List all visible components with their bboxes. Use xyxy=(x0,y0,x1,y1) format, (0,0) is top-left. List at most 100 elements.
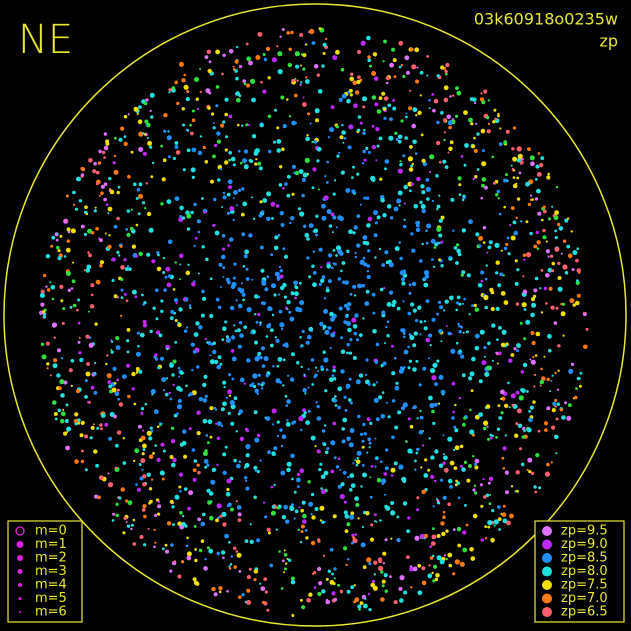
star xyxy=(126,328,131,332)
star xyxy=(498,326,502,330)
star xyxy=(131,289,137,295)
star xyxy=(161,477,165,481)
star xyxy=(241,282,243,285)
star xyxy=(530,359,536,365)
star xyxy=(109,188,112,191)
star xyxy=(167,130,170,133)
star xyxy=(469,429,475,435)
star xyxy=(469,547,474,552)
star xyxy=(396,538,401,543)
star xyxy=(512,176,516,179)
star xyxy=(194,548,198,551)
star xyxy=(379,287,384,292)
star xyxy=(241,187,245,191)
star xyxy=(123,258,127,262)
star xyxy=(553,215,559,221)
star xyxy=(162,271,166,274)
star xyxy=(461,198,465,202)
star xyxy=(374,221,378,225)
star xyxy=(217,305,222,309)
star xyxy=(554,398,558,402)
star xyxy=(93,371,97,375)
star xyxy=(448,125,452,130)
star xyxy=(521,435,526,439)
star xyxy=(142,482,147,487)
star xyxy=(392,58,397,63)
star xyxy=(200,539,205,543)
star xyxy=(354,313,359,318)
star xyxy=(466,273,471,278)
star xyxy=(503,246,508,251)
star xyxy=(96,426,100,430)
star xyxy=(57,408,62,413)
star xyxy=(443,467,449,473)
star xyxy=(179,278,181,281)
star xyxy=(150,389,156,394)
star xyxy=(146,430,152,436)
star xyxy=(452,448,456,452)
star xyxy=(216,551,220,556)
star xyxy=(105,362,108,366)
star xyxy=(324,450,329,455)
star xyxy=(362,235,368,241)
star xyxy=(161,377,167,383)
star xyxy=(291,164,296,169)
star xyxy=(256,469,260,474)
star xyxy=(330,212,335,217)
star xyxy=(403,335,406,339)
star xyxy=(242,201,248,207)
star xyxy=(388,135,394,141)
star xyxy=(411,64,417,70)
star xyxy=(117,397,120,401)
star xyxy=(468,313,471,316)
star xyxy=(380,460,383,464)
star xyxy=(317,538,321,542)
star xyxy=(557,222,561,227)
star xyxy=(513,230,518,236)
star xyxy=(290,453,295,459)
star xyxy=(332,377,337,381)
star xyxy=(403,184,409,190)
star xyxy=(525,319,531,325)
star xyxy=(527,202,532,207)
star xyxy=(454,445,460,451)
star xyxy=(484,305,489,310)
star xyxy=(380,570,384,574)
star xyxy=(367,151,371,154)
star xyxy=(135,372,138,374)
star xyxy=(407,448,413,454)
star xyxy=(105,141,110,146)
star xyxy=(364,373,368,376)
star xyxy=(345,188,351,193)
star xyxy=(227,179,233,185)
star xyxy=(201,289,205,294)
star xyxy=(575,300,580,306)
star xyxy=(168,155,171,159)
star xyxy=(40,342,45,346)
star xyxy=(279,35,282,38)
star xyxy=(334,395,337,398)
star xyxy=(51,297,55,301)
star xyxy=(372,311,376,315)
star xyxy=(322,42,327,47)
star xyxy=(489,287,494,293)
star xyxy=(204,338,208,341)
star xyxy=(270,253,274,257)
star xyxy=(319,462,323,466)
star xyxy=(302,388,307,393)
star xyxy=(546,462,550,467)
star xyxy=(255,55,261,60)
star xyxy=(340,482,345,487)
star xyxy=(86,264,92,270)
star xyxy=(375,381,378,384)
star xyxy=(422,161,427,167)
star xyxy=(371,124,375,128)
star xyxy=(551,374,554,377)
star xyxy=(252,373,258,379)
star xyxy=(452,572,456,576)
star xyxy=(276,45,279,48)
star xyxy=(89,436,93,440)
star xyxy=(311,383,315,386)
star xyxy=(283,295,287,299)
star xyxy=(356,456,359,460)
